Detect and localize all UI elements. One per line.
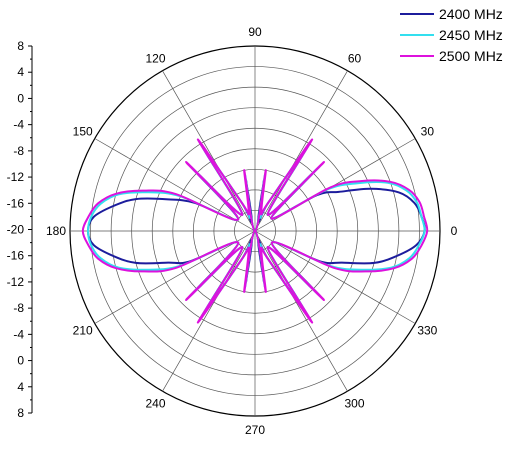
radial-tick-label: -8: [13, 301, 24, 315]
legend-label-0: 2400 MHz: [439, 6, 503, 22]
angle-label-210: 210: [73, 324, 93, 338]
angle-label-30: 30: [421, 125, 435, 139]
angle-label-240: 240: [145, 396, 165, 410]
spoke-240: [162, 230, 256, 392]
angle-label-90: 90: [248, 25, 262, 39]
radial-tick-label: 8: [17, 39, 24, 53]
angle-label-60: 60: [348, 52, 362, 66]
radial-tick-label: 0: [17, 91, 24, 105]
radial-tick-label: -8: [13, 144, 24, 158]
angle-tick-labels: 0 30 60 90 120 150 180 210 240 270 300 330: [46, 25, 458, 437]
radial-tick-label: -12: [7, 275, 25, 289]
spoke-210: [94, 230, 256, 324]
angle-label-270: 270: [245, 423, 265, 437]
radial-tick-label: -12: [7, 170, 25, 184]
series-lines: [81, 138, 429, 324]
radial-tick-label: -4: [13, 327, 24, 341]
radial-axis: 8 4 0 -4 -8 -12 -16 -20 -16 -12 -8 -4 0 4 8: [7, 39, 33, 420]
radial-tick-label: 4: [17, 65, 24, 79]
angle-label-180: 180: [46, 224, 66, 238]
spoke-120: [162, 70, 256, 232]
spoke-330: [254, 230, 416, 324]
angle-label-300: 300: [344, 396, 364, 410]
radial-tick-label: -16: [7, 249, 25, 263]
legend: 2400 MHz 2450 MHz 2500 MHz: [400, 6, 503, 64]
radial-tick-label: 8: [17, 406, 24, 420]
radial-tick-label: -4: [13, 118, 24, 132]
angle-label-150: 150: [73, 125, 93, 139]
spoke-150: [94, 138, 256, 232]
radial-tick-label: -20: [7, 223, 25, 237]
legend-label-1: 2450 MHz: [439, 27, 503, 43]
legend-label-2: 2500 MHz: [439, 48, 503, 64]
radial-tick-label: 0: [17, 354, 24, 368]
radial-tick-label: 4: [17, 380, 24, 394]
angle-label-330: 330: [417, 324, 437, 338]
angle-label-120: 120: [145, 52, 165, 66]
spoke-300: [254, 230, 348, 392]
angle-label-0: 0: [451, 224, 458, 238]
series-line-2: [81, 138, 429, 324]
radial-tick-label: -16: [7, 196, 25, 210]
spoke-60: [254, 70, 348, 232]
